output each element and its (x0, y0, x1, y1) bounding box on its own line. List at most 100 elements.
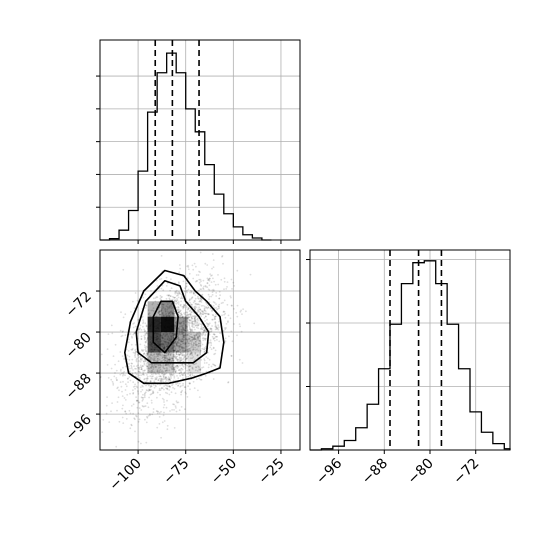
scatter-point (191, 374, 194, 377)
tick-label-x-2: −50 (208, 456, 240, 488)
scatter-point (198, 339, 201, 342)
scatter-point (196, 303, 199, 306)
scatter-point (183, 354, 186, 356)
scatter-point (160, 378, 162, 381)
scatter-point (148, 363, 151, 366)
scatter-point (219, 332, 222, 335)
scatter-point (158, 387, 161, 390)
scatter-point (164, 373, 167, 376)
scatter-point (168, 301, 171, 304)
scatter-point (165, 387, 167, 389)
scatter-point (180, 297, 183, 299)
scatter-point (162, 315, 165, 317)
scatter-point (170, 391, 173, 394)
scatter-point (184, 355, 187, 358)
scatter-point (133, 332, 136, 334)
scatter-point (229, 295, 232, 297)
scatter-point (182, 336, 185, 339)
scatter-point (173, 355, 175, 358)
scatter-point (124, 365, 127, 368)
scatter-point (213, 318, 216, 321)
scatter-point (122, 268, 125, 271)
scatter-point (117, 396, 120, 399)
scatter-point (169, 386, 172, 388)
scatter-point (193, 336, 196, 339)
scatter-point (186, 353, 189, 356)
scatter-point (145, 345, 148, 348)
scatter-point (194, 369, 197, 372)
scatter-point (139, 364, 142, 367)
scatter-point (203, 328, 206, 331)
scatter-point (187, 345, 190, 348)
scatter-point (141, 400, 144, 402)
scatter-point (153, 386, 156, 389)
scatter-point (147, 353, 149, 355)
scatter-point (141, 365, 144, 367)
scatter-point (187, 288, 190, 291)
scatter-point (122, 330, 124, 333)
scatter-point (193, 387, 196, 389)
scatter-point (211, 294, 214, 296)
scatter-point (165, 355, 168, 357)
frame-scatter (99, 249, 301, 451)
scatter-point (182, 320, 185, 323)
scatter-point (115, 445, 118, 448)
scatter-point (173, 368, 176, 371)
scatter-point (120, 372, 123, 375)
scatter-point (178, 354, 181, 357)
scatter-point (157, 359, 159, 362)
scatter-point (193, 247, 195, 249)
scatter-point (164, 357, 166, 359)
scatter-point (147, 369, 150, 372)
scatter-point (182, 307, 185, 310)
scatter-point (180, 313, 183, 316)
scatter-point (193, 307, 196, 310)
scatter-point (173, 302, 176, 305)
scatter-point (184, 319, 187, 322)
scatter-point (180, 338, 183, 341)
scatter-point (195, 280, 198, 282)
scatter-point (215, 291, 218, 294)
scatter-point (135, 385, 138, 388)
scatter-point (223, 277, 226, 280)
scatter-point (206, 264, 209, 266)
scatter-point (181, 374, 184, 377)
scatter-point (202, 304, 204, 307)
scatter-point (163, 376, 165, 378)
scatter-point (149, 356, 152, 359)
scatter-point (140, 374, 143, 377)
scatter-point (166, 303, 169, 305)
scatter-point (167, 358, 169, 361)
scatter-point (208, 363, 210, 366)
ticks-x-hist (96, 75, 282, 244)
scatter-point (194, 316, 196, 318)
scatter-point (187, 375, 190, 378)
scatter-point (158, 364, 161, 366)
scatter-point (170, 373, 173, 376)
scatter-point (188, 369, 191, 371)
scatter-point (167, 353, 170, 356)
scatter-point (226, 286, 228, 288)
scatter-point (182, 335, 185, 337)
scatter-point (143, 360, 145, 363)
scatter-point (172, 312, 175, 315)
scatter-point (185, 285, 188, 287)
scatter-point (150, 399, 153, 402)
scatter-point (206, 318, 208, 321)
scatter-point (191, 296, 194, 298)
scatter-point (192, 368, 194, 370)
scatter-point (179, 325, 181, 328)
scatter-point (138, 407, 141, 409)
scatter-point (165, 379, 168, 381)
scatter-point (152, 372, 155, 375)
scatter-point (203, 351, 206, 353)
scatter-point (176, 292, 179, 295)
scatter-point (126, 378, 129, 380)
scatter-point (133, 322, 136, 324)
scatter-point (132, 351, 135, 354)
scatter-point (227, 381, 230, 383)
scatter-point (184, 321, 187, 323)
scatter-point (200, 288, 203, 291)
scatter-point (174, 370, 177, 373)
scatter-point (191, 325, 193, 328)
